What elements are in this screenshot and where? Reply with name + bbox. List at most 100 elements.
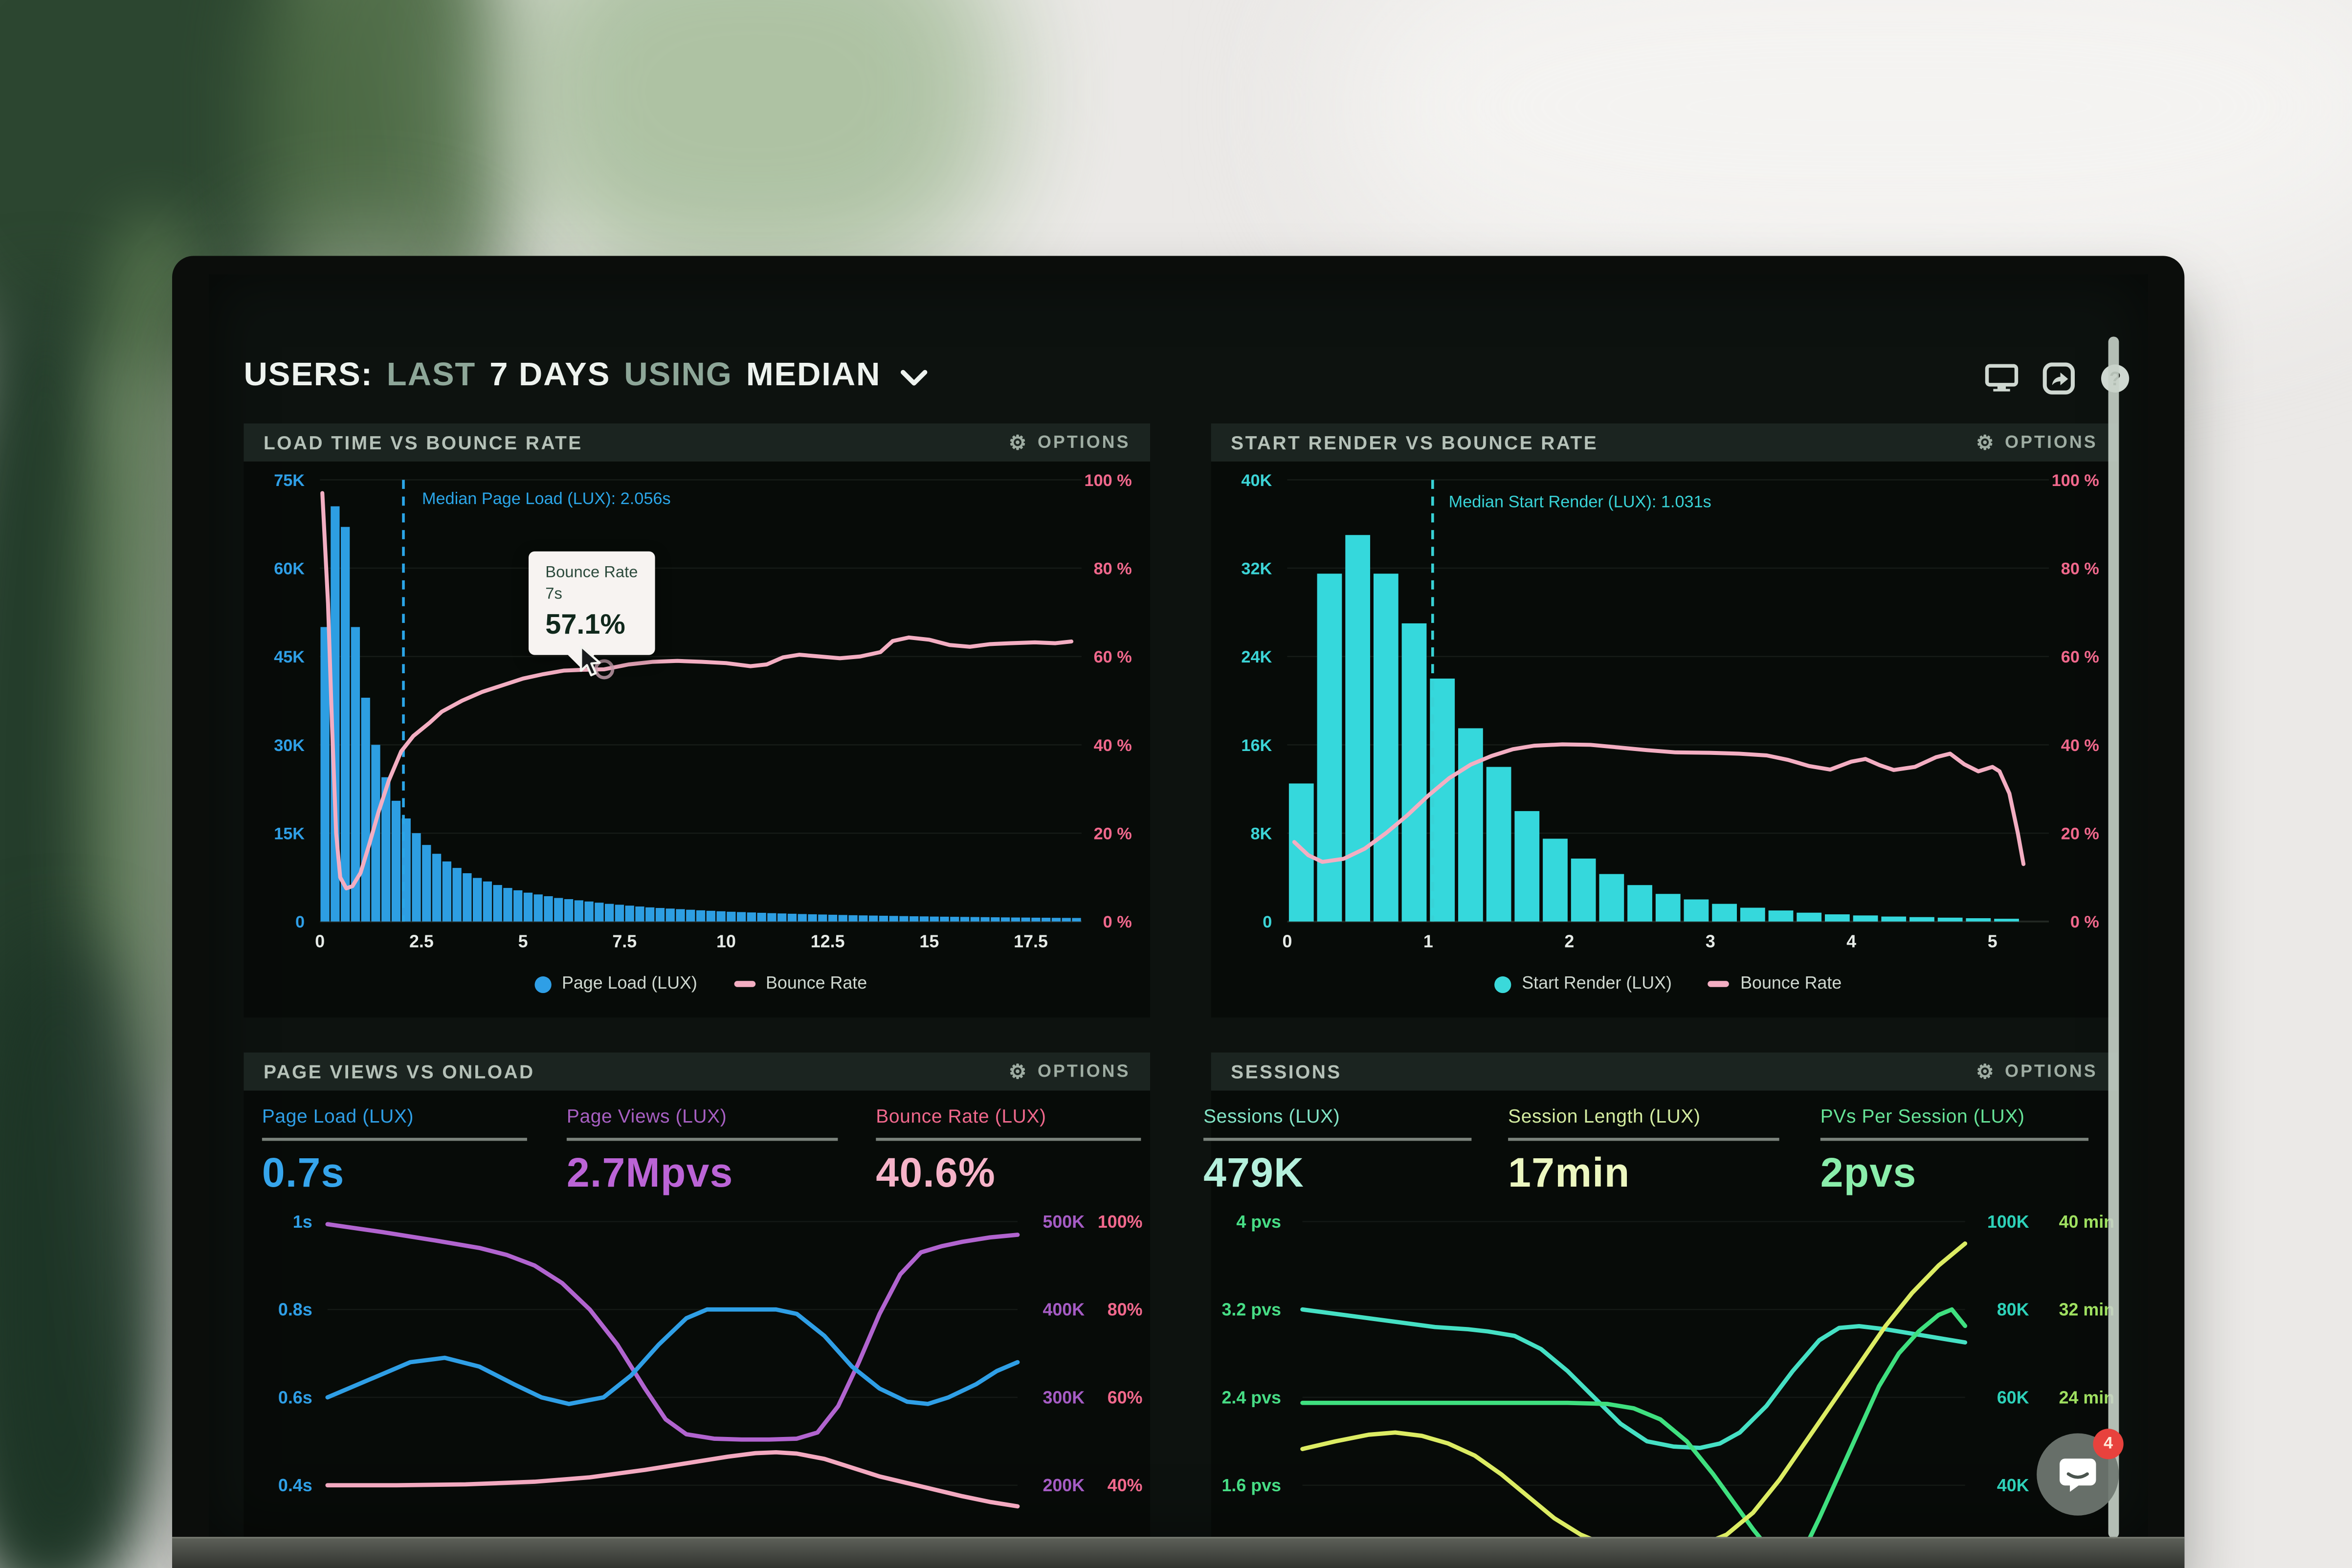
chat-widget-button[interactable]: 4 [2037,1429,2124,1516]
svg-text:20 %: 20 % [2061,825,2099,843]
metric-label: Page Load (LUX) [262,1105,414,1127]
legend-item-start-render[interactable]: Start Render (LUX) [1494,975,1672,993]
svg-text:0: 0 [1263,913,1272,931]
svg-text:0: 0 [315,932,325,951]
legend-start-render: Start Render (LUX) Bounce Rate [1287,975,2049,993]
chevron-down-icon[interactable] [901,369,928,387]
metric-label: PVs Per Session (LUX) [1820,1105,2025,1127]
series-dot-icon [1494,975,1511,993]
svg-text:40%: 40% [1108,1476,1143,1495]
svg-text:15K: 15K [274,825,305,843]
svg-text:0.4s: 0.4s [278,1476,312,1495]
svg-text:5: 5 [518,932,528,951]
options-button[interactable]: OPTIONS [1009,430,1131,455]
metric-underline [1508,1138,1779,1140]
metric-label: Session Length (LUX) [1508,1105,1701,1127]
metric-underline [566,1138,838,1140]
svg-text:500K: 500K [1043,1212,1085,1232]
metric-value: 17min [1508,1149,1630,1195]
svg-text:32K: 32K [1241,559,1272,578]
tooltip-value: 57.1% [545,608,625,640]
options-button[interactable]: OPTIONS [1009,1060,1131,1084]
chat-bubble-icon [2060,1458,2096,1491]
metric-value: 479K [1203,1149,1305,1195]
svg-text:80 %: 80 % [1094,559,1132,578]
svg-text:3.2 pvs: 3.2 pvs [1222,1300,1281,1320]
svg-text:100 %: 100 % [1085,471,1132,490]
scrollbar[interactable] [2108,336,2119,1539]
plant-leaf-light [503,0,1006,289]
metric-pvs-per-session[interactable]: PVs Per Session (LUX) 2pvs [1820,1105,2089,1196]
metric-page-load[interactable]: Page Load (LUX) 0.7s [262,1106,527,1196]
panel-header-start-render: START RENDER VS BOUNCE RATE OPTIONS [1211,423,2118,462]
svg-text:4 pvs: 4 pvs [1236,1212,1281,1232]
page-title[interactable]: USERS: LAST 7 DAYS USING MEDIAN [244,349,928,400]
svg-text:1s: 1s [293,1212,312,1232]
svg-text:200K: 200K [1043,1476,1085,1495]
svg-text:80K: 80K [1997,1300,2029,1320]
svg-text:100 %: 100 % [2052,471,2099,490]
svg-text:24 min: 24 min [2059,1388,2114,1407]
metric-label: Page Views (LUX) [566,1105,727,1127]
tooltip-bucket: 7s [545,585,562,603]
svg-text:24K: 24K [1241,648,1272,666]
options-button[interactable]: OPTIONS [1976,430,2098,455]
svg-text:100%: 100% [1098,1212,1143,1232]
svg-text:12.5: 12.5 [811,932,845,951]
svg-text:32 min: 32 min [2059,1300,2114,1320]
panel-load-time [244,461,1151,1018]
options-button[interactable]: OPTIONS [1976,1060,2098,1084]
svg-text:80%: 80% [1108,1300,1143,1320]
notification-badge: 4 [2093,1429,2124,1459]
svg-text:2: 2 [1564,932,1574,951]
svg-text:40K: 40K [1241,471,1272,490]
metric-value: 2pvs [1820,1149,1917,1195]
svg-text:0: 0 [295,913,305,931]
panel-header-page-views: PAGE VIEWS VS ONLOAD OPTIONS [244,1052,1151,1091]
svg-text:1: 1 [1423,932,1433,951]
series-dot-icon [534,975,552,993]
svg-text:8K: 8K [1250,825,1272,843]
svg-text:15: 15 [919,932,939,951]
median-annotation-render: Median Start Render (LUX): 1.031s [1448,493,1711,512]
svg-text:2.5: 2.5 [409,932,434,951]
svg-text:60K: 60K [274,559,305,578]
chart-tooltip: Bounce Rate 7s 57.1% [529,551,655,655]
title-last: LAST [386,355,476,393]
metric-session-length[interactable]: Session Length (LUX) 17min [1508,1106,1779,1196]
svg-text:60K: 60K [1997,1388,2029,1407]
panel-title: LOAD TIME VS BOUNCE RATE [263,432,583,453]
tooltip-series: Bounce Rate [545,563,638,582]
panel-header-sessions: SESSIONS OPTIONS [1211,1052,2118,1091]
svg-text:0 %: 0 % [2070,913,2099,931]
svg-text:20 %: 20 % [1094,825,1132,843]
svg-text:40K: 40K [1997,1476,2029,1495]
median-annotation-load: Median Page Load (LUX): 2.056s [422,490,671,509]
display-icon[interactable] [1985,361,2019,395]
legend-item-page-load[interactable]: Page Load (LUX) [534,975,697,993]
svg-text:400K: 400K [1043,1300,1085,1320]
series-line-icon [733,981,755,987]
legend-item-bounce-rate[interactable]: Bounce Rate [733,975,867,993]
legend-item-bounce-rate[interactable]: Bounce Rate [1708,975,1842,993]
svg-text:80 %: 80 % [2061,559,2099,578]
wall-highlight [1340,0,2352,305]
svg-text:30K: 30K [274,736,305,755]
panel-header-load-time: LOAD TIME VS BOUNCE RATE OPTIONS [244,423,1151,462]
svg-text:60 %: 60 % [1094,648,1132,666]
mouse-cursor-icon [577,644,603,685]
svg-text:0 %: 0 % [1103,913,1132,931]
metric-bounce-rate[interactable]: Bounce Rate (LUX) 40.6% [876,1106,1141,1196]
svg-text:300K: 300K [1043,1388,1085,1407]
metric-underline [876,1138,1141,1140]
svg-text:17.5: 17.5 [1014,932,1048,951]
metric-page-views[interactable]: Page Views (LUX) 2.7Mpvs [566,1105,838,1196]
svg-text:3: 3 [1706,932,1715,951]
title-using: USING [624,355,732,393]
svg-text:45K: 45K [274,648,305,666]
share-icon[interactable] [2041,361,2075,395]
svg-text:40 %: 40 % [2061,736,2099,755]
metric-sessions[interactable]: Sessions (LUX) 479K [1203,1106,1472,1196]
svg-text:16K: 16K [1241,736,1272,755]
